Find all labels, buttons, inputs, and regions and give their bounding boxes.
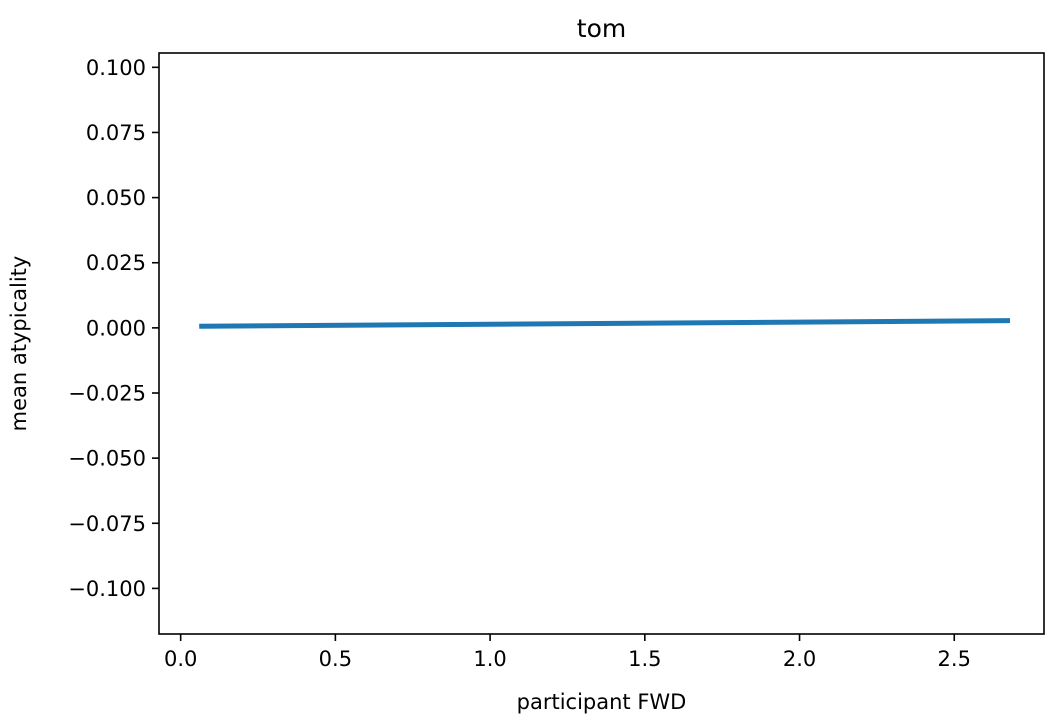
plot-area bbox=[158, 52, 1045, 635]
y-tick-label: 0.000 bbox=[86, 316, 146, 340]
x-tick-label: 2.0 bbox=[783, 647, 816, 671]
y-tick-label: 0.025 bbox=[86, 251, 146, 275]
x-axis-label: participant FWD bbox=[517, 690, 687, 714]
y-tick-label: −0.050 bbox=[68, 447, 146, 471]
y-axis-label: mean atypicality bbox=[7, 256, 31, 432]
x-tick-label: 2.5 bbox=[938, 647, 971, 671]
y-tick-label: 0.075 bbox=[86, 121, 146, 145]
x-tick-label: 1.0 bbox=[473, 647, 506, 671]
series-line-0 bbox=[199, 318, 1011, 329]
chart-title: tom bbox=[577, 14, 626, 43]
y-tick-label: 0.100 bbox=[86, 56, 146, 80]
y-tick-label: 0.050 bbox=[86, 186, 146, 210]
y-axis-ticks: 0.100 0.075 0.050 0.025 0.000 −0.025 −0.050 −0.… bbox=[68, 56, 159, 601]
axes-frame bbox=[158, 52, 1045, 635]
y-tick-label: −0.075 bbox=[68, 512, 146, 536]
x-axis-ticks: 0.0 0.5 1.0 1.5 2.0 2.5 bbox=[164, 634, 971, 671]
x-tick-label: 0.5 bbox=[319, 647, 352, 671]
x-tick-label: 1.5 bbox=[628, 647, 661, 671]
x-tick-label: 0.0 bbox=[164, 647, 197, 671]
y-tick-label: −0.100 bbox=[68, 577, 146, 601]
y-tick-label: −0.025 bbox=[68, 382, 146, 406]
